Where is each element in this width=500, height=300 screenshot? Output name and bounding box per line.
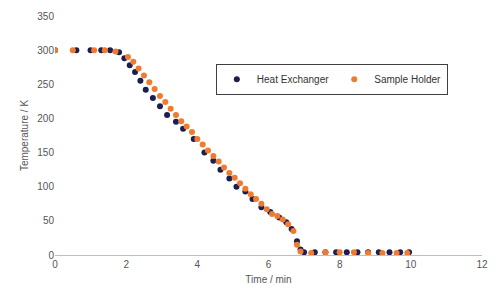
svg-text:250: 250: [37, 79, 54, 90]
svg-text:10: 10: [405, 259, 417, 270]
svg-text:Temperature / K: Temperature / K: [19, 100, 30, 171]
svg-text:4: 4: [195, 259, 201, 270]
svg-text:Time / min: Time / min: [245, 274, 291, 285]
svg-text:12: 12: [476, 259, 488, 270]
svg-text:Heat Exchanger: Heat Exchanger: [257, 74, 329, 85]
svg-text:8: 8: [337, 259, 343, 270]
svg-text:150: 150: [37, 147, 54, 158]
svg-text:300: 300: [37, 45, 54, 56]
svg-text:0: 0: [48, 250, 54, 261]
svg-text:Sample Holder: Sample Holder: [374, 74, 441, 85]
svg-text:6: 6: [266, 259, 272, 270]
svg-text:0: 0: [52, 259, 58, 270]
svg-text:100: 100: [37, 181, 54, 192]
svg-text:50: 50: [43, 215, 55, 226]
svg-text:350: 350: [37, 11, 54, 22]
svg-text:2: 2: [123, 259, 129, 270]
svg-text:200: 200: [37, 113, 54, 124]
